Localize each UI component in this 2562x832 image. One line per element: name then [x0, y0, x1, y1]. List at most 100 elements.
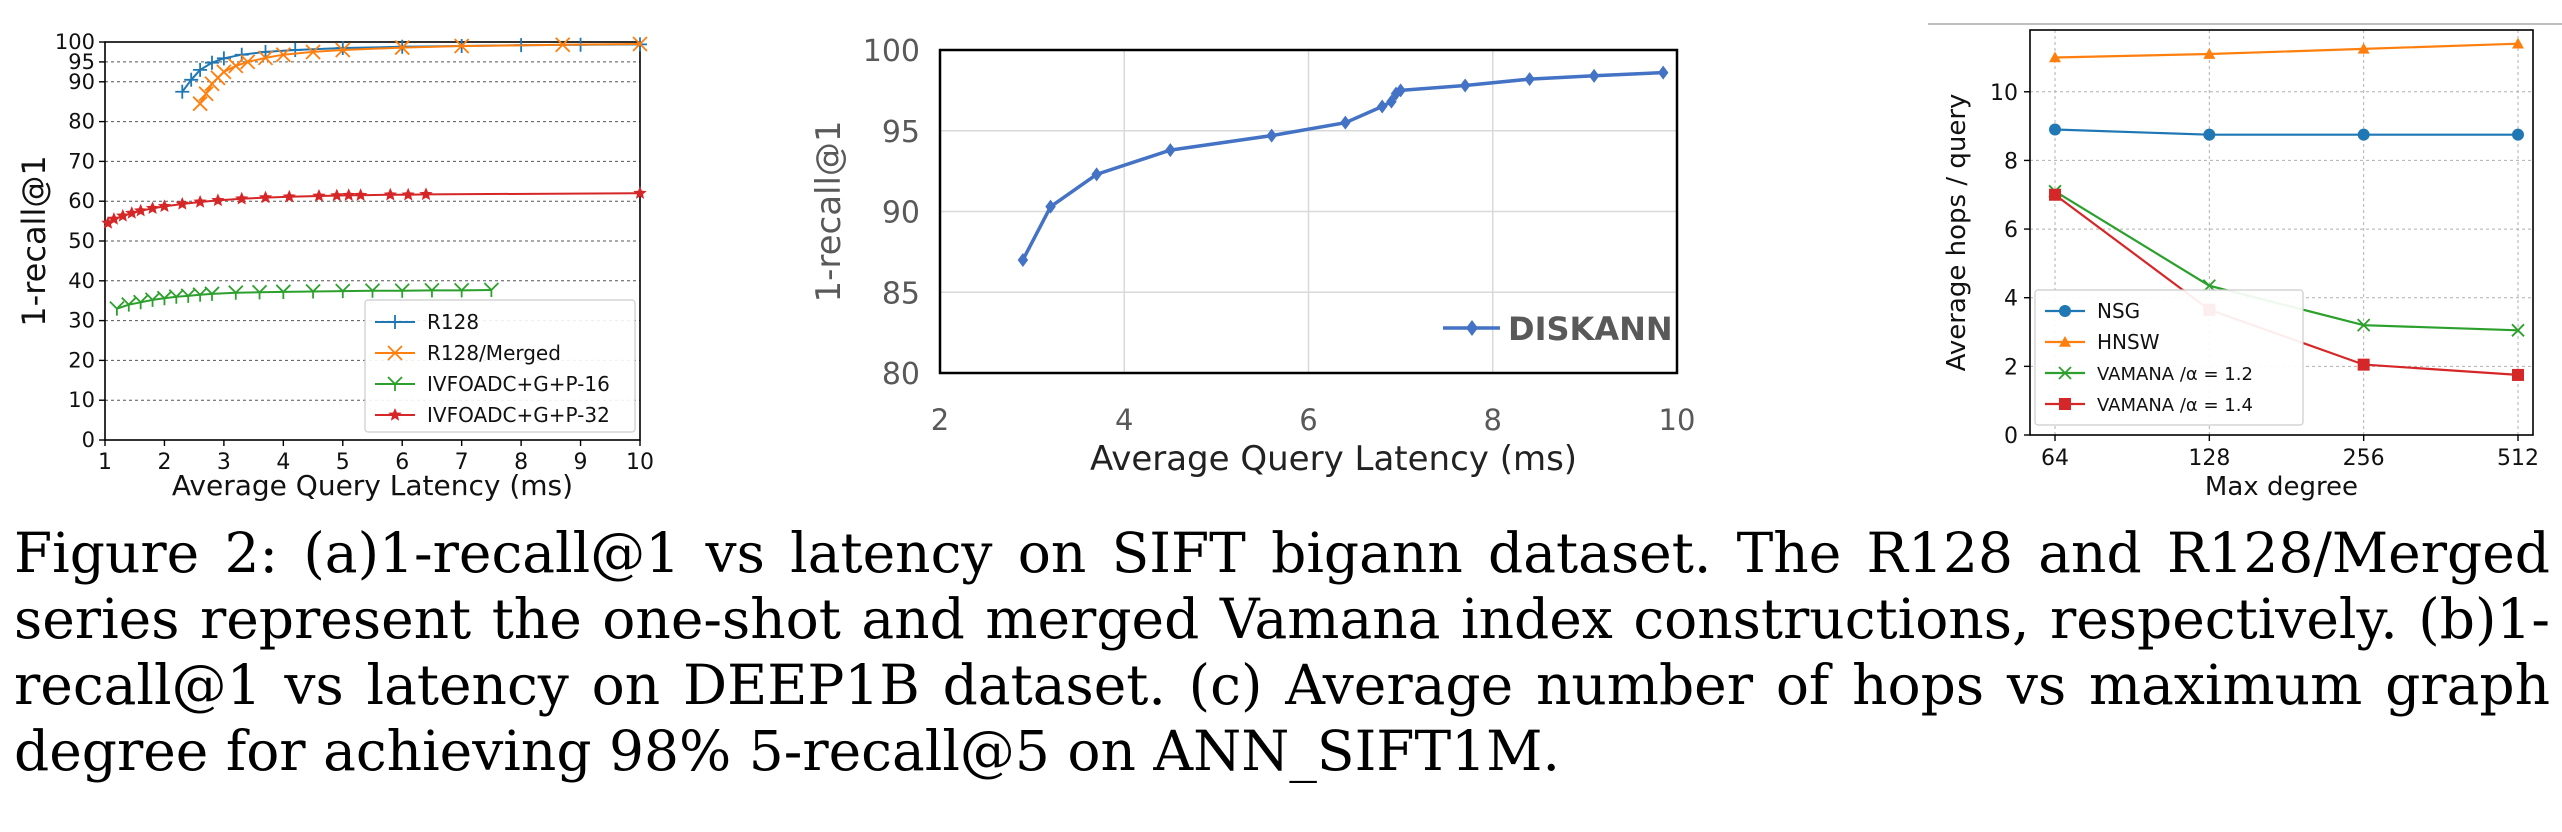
data-point-a	[211, 193, 225, 207]
series-a-2	[109, 282, 500, 316]
data-point-a	[335, 42, 351, 58]
xtick-label-c: 512	[2497, 446, 2539, 471]
data-point-a	[116, 208, 130, 222]
series-a-1	[192, 36, 648, 112]
ytick-label-a: 30	[68, 309, 95, 333]
series-line-c	[2054, 128, 2518, 136]
legend-c-label: VAMANA /α = 1.4	[2097, 395, 2253, 416]
figure-caption: Figure 2: (a)1-recall@1 vs latency on SI…	[14, 520, 2550, 784]
data-point-a	[633, 186, 647, 199]
plot-frame-a	[104, 41, 641, 441]
xtick-label-a: 5	[336, 450, 350, 475]
xtick-label-a: 4	[276, 450, 290, 475]
data-point-a	[330, 188, 344, 202]
series-line-c	[2054, 42, 2519, 59]
ytick-label-c: 8	[2004, 149, 2018, 174]
ytick-label-a: 90	[68, 70, 95, 94]
ytick-label-a: 40	[68, 269, 95, 293]
data-point-b	[1395, 83, 1406, 98]
plot-frame-c	[2029, 29, 2534, 436]
data-point-a	[145, 201, 160, 214]
ytick-label-c: 2	[2004, 355, 2018, 380]
data-point-a	[282, 189, 296, 203]
series-line-a	[107, 192, 641, 224]
ytick-label-c: 6	[2004, 218, 2018, 243]
xtick-label-a: 7	[455, 450, 469, 475]
data-point-c	[2357, 128, 2370, 141]
xlabel-b: Average Query Latency (ms)	[1090, 439, 1577, 479]
data-point-a	[288, 42, 303, 57]
data-point-b	[1045, 199, 1056, 214]
chart-b: 2 4 6 8 10 80 85 90 95 100 Average Query Latency (…	[809, 34, 1696, 479]
data-point-a	[240, 54, 256, 70]
xtick-label-b: 8	[1484, 403, 1502, 437]
data-point-a	[205, 55, 219, 70]
legend-a	[364, 299, 636, 433]
legend-c-label: HNSW	[2097, 330, 2160, 354]
data-point-a	[184, 72, 199, 87]
data-point-c	[2512, 128, 2524, 141]
data-point-c	[2049, 123, 2061, 136]
data-point-a	[198, 86, 214, 102]
xtick-label-c: 256	[2343, 446, 2385, 471]
ylabel-a: 1-recall@1	[15, 155, 53, 326]
data-point-b	[1386, 94, 1397, 109]
xtick-label-b: 10	[1659, 403, 1696, 437]
data-point-b	[1376, 99, 1388, 114]
series-c-0	[2049, 123, 2524, 141]
data-point-c	[2512, 37, 2524, 49]
xtick-label-b: 2	[931, 403, 949, 437]
data-point-a	[419, 187, 433, 201]
data-point-a	[175, 84, 190, 99]
data-point-a	[192, 96, 208, 112]
plot-frame-b	[938, 48, 1679, 375]
data-point-a	[275, 284, 291, 299]
data-point-a	[258, 190, 273, 204]
ytick-label-b: 85	[882, 276, 920, 311]
xlabel-a: Average Query Latency (ms)	[172, 469, 573, 502]
xtick-label-a: 6	[395, 450, 409, 475]
data-point-a	[335, 40, 350, 55]
xtick-label-c: 64	[2041, 446, 2069, 471]
data-point-a	[228, 285, 244, 300]
xtick-label-a: 2	[157, 450, 171, 475]
data-point-a	[258, 44, 273, 59]
data-point-b	[1266, 128, 1277, 143]
data-point-a	[235, 191, 249, 205]
data-point-a	[394, 39, 410, 56]
ytick-label-c: 10	[1990, 81, 2018, 106]
ytick-label-a: 95	[68, 50, 95, 74]
data-point-b	[1588, 68, 1600, 83]
data-point-b	[1524, 72, 1535, 87]
data-point-a	[342, 188, 356, 201]
xtick-label-a: 10	[626, 450, 654, 475]
legend-a-label: R128/Merged	[427, 341, 561, 365]
legend-a-label: IVFOADC+G+P-32	[427, 403, 610, 427]
data-point-c	[2203, 128, 2216, 141]
data-point-a	[121, 297, 137, 312]
legend-c	[2034, 289, 2304, 426]
data-point-b	[1017, 252, 1029, 267]
ytick-label-c: 0	[2004, 424, 2018, 449]
legend-a-marker	[388, 315, 402, 329]
data-point-a	[193, 62, 208, 77]
legend-c-label: NSG	[2097, 299, 2140, 323]
xtick-label-a: 1	[98, 450, 112, 475]
data-point-a	[157, 199, 172, 212]
data-point-a	[305, 44, 321, 60]
data-point-a	[109, 301, 125, 316]
caption-text: Figure 2: (a)1-recall@1 vs latency on SI…	[14, 521, 2550, 783]
legend-a-marker	[387, 345, 403, 361]
xtick-label-b: 6	[1299, 403, 1317, 437]
legend-c-marker	[2059, 305, 2071, 317]
xtick-label-c: 128	[2188, 446, 2230, 471]
data-point-a	[107, 212, 121, 225]
series-a-3	[101, 186, 647, 229]
data-point-a	[228, 58, 244, 74]
xlabel-c: Max degree	[2205, 472, 2358, 502]
data-point-a	[144, 292, 161, 307]
data-point-a	[125, 206, 139, 219]
data-point-a	[193, 195, 207, 208]
ytick-label-b: 90	[882, 196, 920, 231]
ytick-label-a: 20	[68, 348, 95, 372]
